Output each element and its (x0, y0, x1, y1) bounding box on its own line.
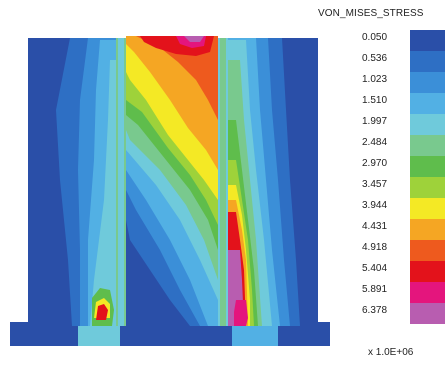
legend-value: 2.970 (362, 158, 388, 169)
left-column-contour-4 (90, 60, 116, 326)
left-column-hot-red (96, 304, 108, 320)
legend-row: 4.918 (362, 240, 445, 261)
legend-swatch (410, 30, 445, 51)
legend-value: 6.378 (362, 305, 388, 316)
legend-swatch (410, 219, 445, 240)
stress-contour-viewport[interactable] (0, 0, 340, 365)
center-contour-13 (184, 36, 204, 42)
legend-row: 3.457 (362, 177, 445, 198)
legend-value: 3.944 (362, 200, 388, 211)
legend-row: 4.431 (362, 219, 445, 240)
legend-row: 1.023 (362, 72, 445, 93)
legend-swatch (410, 135, 445, 156)
right-column-contour-12 (234, 300, 248, 326)
legend-row: 2.970 (362, 156, 445, 177)
right-slot-inner (220, 38, 226, 326)
stress-contour-plot (10, 36, 330, 346)
legend-swatch (410, 93, 445, 114)
legend-row: 5.404 (362, 261, 445, 282)
legend-swatch (410, 198, 445, 219)
legend-swatch (410, 303, 445, 324)
legend-value: 1.023 (362, 74, 388, 85)
legend-swatch (410, 72, 445, 93)
legend-swatch (410, 114, 445, 135)
legend-row: 1.997 (362, 114, 445, 135)
legend-swatch (410, 51, 445, 72)
legend-value: 4.918 (362, 242, 388, 253)
legend: 0.050 0.536 1.023 1.510 1.997 2.484 2.97… (362, 30, 445, 330)
left-slot-inner (118, 38, 124, 326)
legend-swatch (410, 240, 445, 261)
legend-row: 2.484 (362, 135, 445, 156)
legend-value: 0.536 (362, 53, 388, 64)
legend-swatch (410, 282, 445, 303)
legend-row: 0.536 (362, 51, 445, 72)
legend-value: 3.457 (362, 179, 388, 190)
legend-swatch (410, 261, 445, 282)
legend-row: 1.510 (362, 93, 445, 114)
legend-value: 0.050 (362, 32, 388, 43)
legend-swatch (410, 177, 445, 198)
legend-row: 6.378 (362, 303, 445, 324)
legend-value: 1.510 (362, 95, 388, 106)
legend-row: 3.944 (362, 198, 445, 219)
legend-value: 1.997 (362, 116, 388, 127)
legend-value: 5.404 (362, 263, 388, 274)
center-contour-10 (136, 36, 218, 120)
legend-value: 4.431 (362, 221, 388, 232)
legend-title: VON_MISES_STRESS (318, 8, 424, 19)
legend-value: 5.891 (362, 284, 388, 295)
legend-scale-label: x 1.0E+06 (368, 347, 414, 358)
legend-value: 2.484 (362, 137, 388, 148)
legend-row: 5.891 (362, 282, 445, 303)
legend-row: 0.050 (362, 30, 445, 51)
legend-swatch (410, 156, 445, 177)
